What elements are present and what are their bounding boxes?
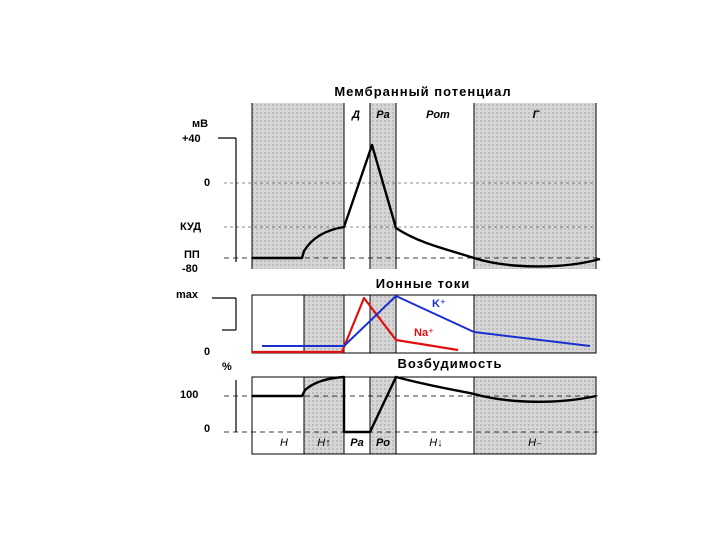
excitability-panel: Возбудимость % 100 0 Н Н↑ Ра Ро Н↓ Н₋ [180,356,600,455]
tick-label-zero: 0 [204,177,210,189]
shade-ionic-1 [304,295,344,353]
excitability-title: Возбудимость [397,356,502,371]
action-potential-trace [252,143,601,268]
phase-label-hyperpolarization: Г [533,109,541,121]
excit-phase-supernormal: Н↑ [317,437,330,449]
phase-label-depolarization: Д [351,109,360,121]
sodium-label: Na⁺ [414,327,434,339]
excit-phase-subnormal: Н₋ [528,437,542,449]
ionic-title: Ионные токи [376,276,471,291]
shade-excit-2 [370,377,396,454]
tick-label-plus40: +40 [182,133,201,145]
ionic-max-label: max [176,289,199,301]
excitability-unit: % [222,361,232,373]
tick-label-minus80: -80 [182,263,198,275]
tick-label-kud: КУД [180,221,201,233]
ionic-frame [251,294,597,354]
ionic-zero-label: 0 [204,346,210,358]
excitability-trace [252,375,597,434]
ionic-currents-panel: Ионные токи max 0 K⁺ Na⁺ [176,276,597,358]
potassium-current-curve [262,295,591,347]
tick-label-pp: ПП [184,249,200,261]
excit-phase-relative-refractory: Ро [376,437,390,449]
membrane-potential-panel: Мембранный потенциал Д Ра Рот Г мВ +40 0… [180,84,601,275]
shade-excit-1 [304,377,344,454]
potassium-label: K⁺ [432,298,446,310]
excit-phase-exaltation: Н↓ [429,437,442,449]
shade-hyperpolarization [474,103,596,269]
excit-phase-absolute-refractory: Ра [350,437,363,449]
phase-label-relative-refractory: Рот [426,109,450,121]
excit-phase-normal: Н [280,437,288,449]
membrane-title: Мембранный потенциал [334,84,511,99]
phase-label-absolute-refractory: Ра [376,109,389,121]
shade-excit-3 [474,377,596,454]
excitability-frame [251,376,597,455]
membrane-unit: мВ [192,118,208,130]
tick-label-100: 100 [180,389,198,401]
tick-label-0: 0 [204,423,210,435]
shade-rest [252,103,344,269]
sodium-current-curve [252,296,459,354]
